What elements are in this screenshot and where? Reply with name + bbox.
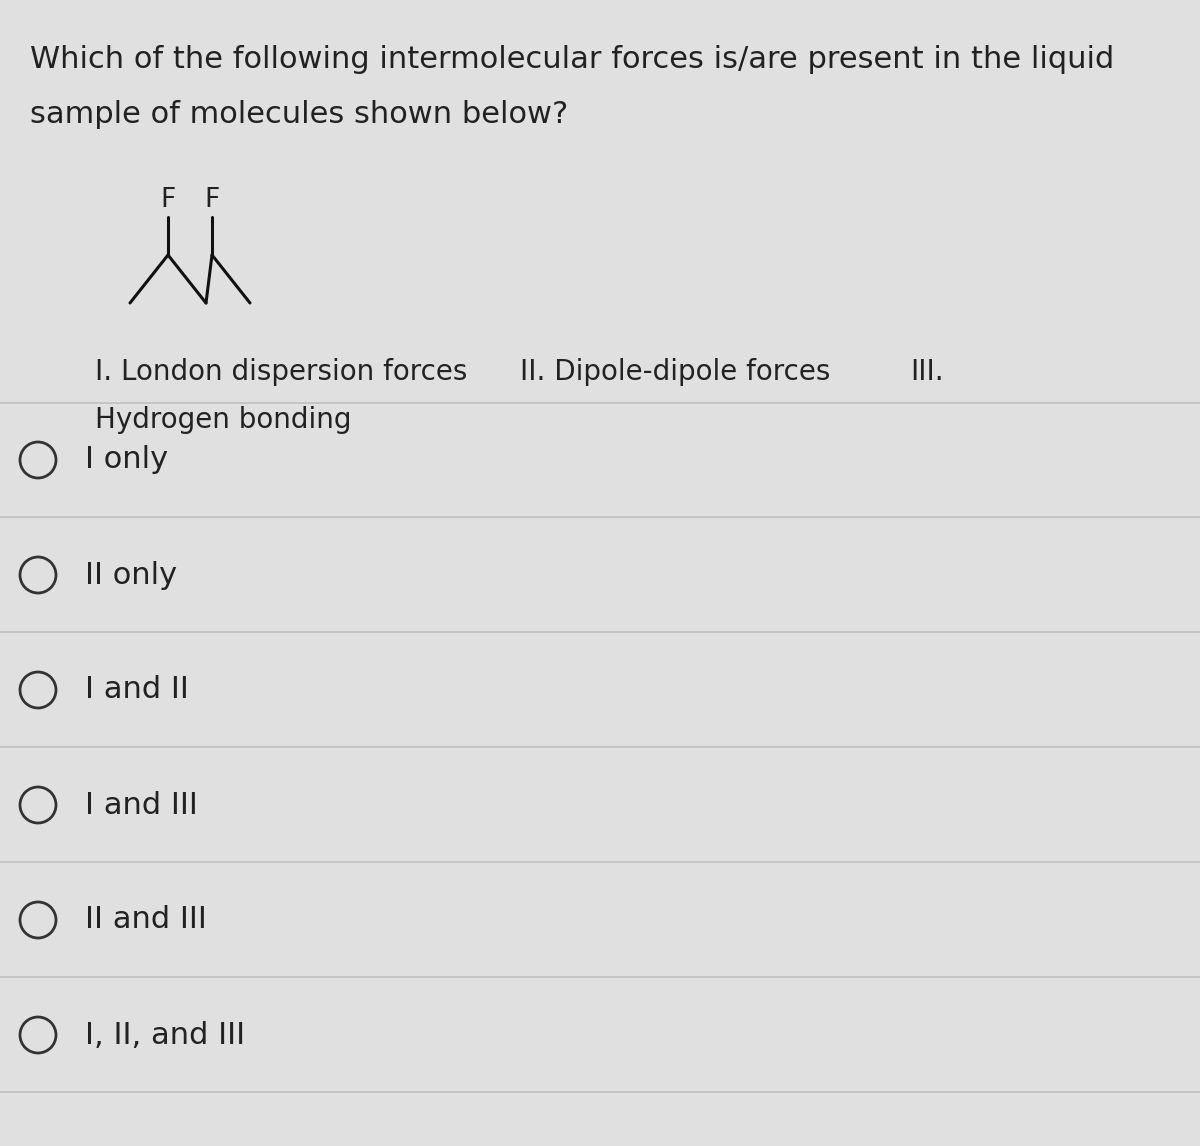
Text: I and II: I and II: [85, 675, 188, 705]
Text: F: F: [204, 187, 220, 213]
Text: II. Dipole-dipole forces: II. Dipole-dipole forces: [520, 358, 830, 386]
Text: II only: II only: [85, 560, 178, 589]
Text: III.: III.: [910, 358, 943, 386]
Text: I and III: I and III: [85, 791, 198, 819]
Text: I, II, and III: I, II, and III: [85, 1020, 245, 1050]
Text: sample of molecules shown below?: sample of molecules shown below?: [30, 100, 569, 129]
Text: Which of the following intermolecular forces is/are present in the liquid: Which of the following intermolecular fo…: [30, 45, 1115, 74]
Text: F: F: [161, 187, 175, 213]
Text: I. London dispersion forces: I. London dispersion forces: [95, 358, 467, 386]
Text: Hydrogen bonding: Hydrogen bonding: [95, 406, 352, 434]
Text: I only: I only: [85, 446, 168, 474]
Text: II and III: II and III: [85, 905, 206, 934]
